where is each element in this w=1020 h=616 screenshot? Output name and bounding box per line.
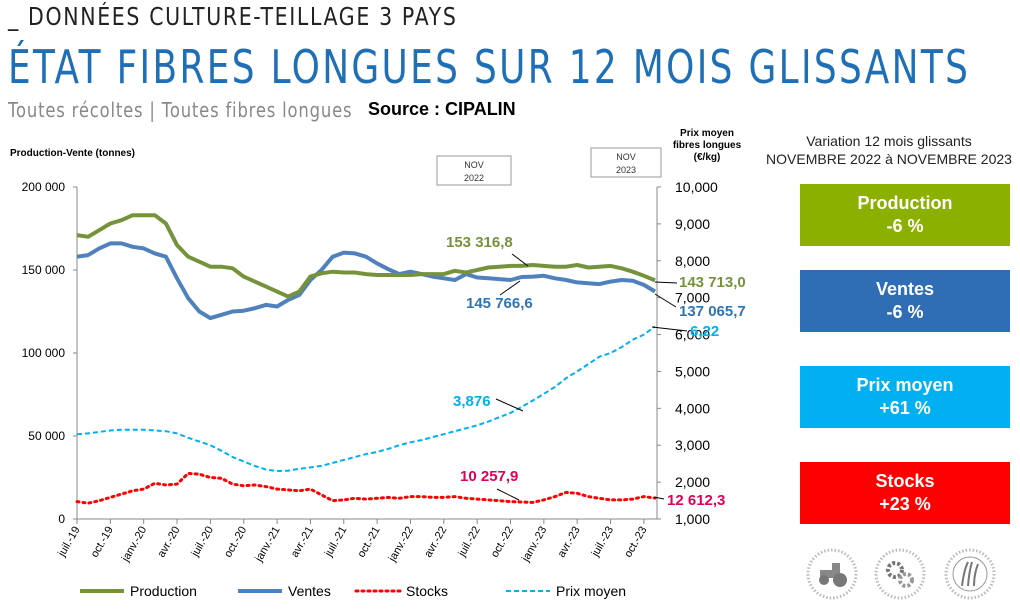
x-tick-label: janv.-22 — [386, 525, 416, 565]
page-title: ÉTAT FIBRES LONGUES SUR 12 MOIS GLISSANT… — [8, 40, 971, 94]
series-line-prix-moyen — [76, 325, 656, 472]
annotation-label: 145 766,6 — [466, 295, 533, 312]
left-tick-label: 50 000 — [28, 429, 65, 443]
stocks-variation-value: +23 % — [879, 494, 931, 514]
annotation-leader — [499, 280, 521, 296]
flax-logo — [944, 548, 996, 600]
annotation-leader — [653, 496, 665, 500]
x-tick-label: avr.-21 — [289, 525, 316, 560]
x-tick-label: janv.-20 — [119, 525, 149, 565]
legend-label: Ventes — [288, 583, 331, 599]
gears-logo — [874, 548, 926, 600]
annotation-label: 6,22 — [690, 323, 719, 340]
x-tick-label: oct.-19 — [89, 525, 116, 560]
right-tick-label: 1,000 — [675, 511, 710, 527]
production-variation-value: -6 % — [886, 216, 924, 236]
right-tick-label: 9,000 — [675, 216, 710, 232]
left-axis-title: Production-Vente (tonnes) — [10, 148, 135, 159]
right-axis-title-line: Prix moyen — [680, 128, 734, 139]
right-tick-label: 8,000 — [675, 253, 710, 269]
stocks-variation-label: Stocks — [875, 471, 935, 491]
period-marker-box — [436, 155, 512, 186]
x-tick-label: juil.-20 — [189, 525, 216, 560]
annotation-label: 143 713,0 — [679, 274, 746, 291]
right-tick-label: 7,000 — [675, 290, 710, 306]
series-line-ventes — [76, 241, 657, 321]
legend-label: Stocks — [406, 583, 448, 599]
stocks-variation-box: Stocks +23 % — [800, 462, 1010, 524]
prix-variation-label: Prix moyen — [856, 375, 954, 395]
x-tick-label: juil.-22 — [456, 525, 483, 560]
annotation-label: 3,876 — [453, 393, 491, 410]
annotation-leader — [654, 293, 677, 308]
annotation-leader — [511, 253, 529, 267]
left-tick-label: 0 — [58, 512, 65, 526]
x-tick-label: avr.-23 — [556, 525, 583, 560]
right-tick-label: 3,000 — [675, 437, 710, 453]
x-tick-label: juil.-19 — [56, 525, 83, 560]
period-marker-box — [590, 147, 662, 178]
x-tick-label: oct.-23 — [622, 525, 649, 560]
chart: Production-Vente (tonnes)Prix moyenfibre… — [10, 128, 746, 599]
page-subtitle: Toutes récoltes | Toutes fibres longues — [8, 98, 353, 122]
prix-variation-value: +61 % — [879, 398, 931, 418]
production-variation-box: Production -6 % — [800, 184, 1010, 246]
x-tick-label: oct.-22 — [489, 525, 516, 560]
left-tick-label: 150 000 — [22, 263, 66, 277]
left-tick-label: 200 000 — [22, 180, 66, 194]
annotation-label: 10 257,9 — [460, 468, 518, 485]
source-label: Source : CIPALIN — [368, 99, 516, 119]
x-tick-label: juil.-23 — [589, 525, 616, 560]
right-axis-title-line: fibres longues — [673, 140, 742, 151]
period-marker-year: 2022 — [464, 173, 484, 183]
x-tick-label: avr.-20 — [155, 525, 182, 560]
period-marker-month: NOV — [616, 152, 636, 162]
left-tick-label: 100 000 — [22, 346, 66, 360]
x-tick-label: janv.-23 — [519, 525, 549, 565]
ventes-variation-box: Ventes -6 % — [800, 270, 1010, 332]
variation-title-line1: Variation 12 mois glissants — [806, 133, 972, 149]
variation-title: Variation 12 mois glissants NOVEMBRE 202… — [758, 132, 1020, 168]
annotation-leader — [654, 281, 678, 284]
right-tick-label: 2,000 — [675, 474, 710, 490]
prix-variation-box: Prix moyen +61 % — [800, 366, 1010, 428]
right-axis-title-line: (€/kg) — [694, 152, 721, 163]
x-tick-label: avr.-22 — [422, 525, 449, 560]
ventes-variation-value: -6 % — [886, 302, 924, 322]
series-line-production — [76, 213, 656, 299]
tractor-logo — [806, 548, 858, 600]
right-tick-label: 10,000 — [675, 179, 718, 195]
x-tick-label: janv.-21 — [253, 525, 283, 565]
right-tick-label: 5,000 — [675, 363, 710, 379]
period-marker-month: NOV — [464, 160, 484, 170]
series-line-stocks — [75, 471, 657, 505]
annotation-leader — [651, 326, 688, 332]
annotation-label: 12 612,3 — [667, 492, 725, 509]
ventes-variation-label: Ventes — [875, 279, 935, 299]
x-tick-label: oct.-21 — [356, 525, 383, 560]
header-line1: _ DONNÉES CULTURE-TEILLAGE 3 PAYS — [8, 2, 458, 31]
legend-label: Prix moyen — [556, 583, 626, 599]
annotation-label: 153 316,8 — [446, 234, 513, 251]
production-variation-label: Production — [857, 193, 953, 213]
annotation-leader — [496, 488, 520, 501]
variation-title-line2: NOVEMBRE 2022 à NOVEMBRE 2023 — [766, 151, 1012, 167]
period-marker-year: 2023 — [616, 165, 636, 175]
legend-label: Production — [130, 583, 197, 599]
annotation-leader — [495, 398, 524, 412]
x-tick-label: oct.-20 — [222, 525, 249, 560]
annotation-label: 137 065,7 — [679, 303, 746, 320]
right-tick-label: 4,000 — [675, 400, 710, 416]
x-tick-label: juil.-21 — [322, 525, 349, 560]
